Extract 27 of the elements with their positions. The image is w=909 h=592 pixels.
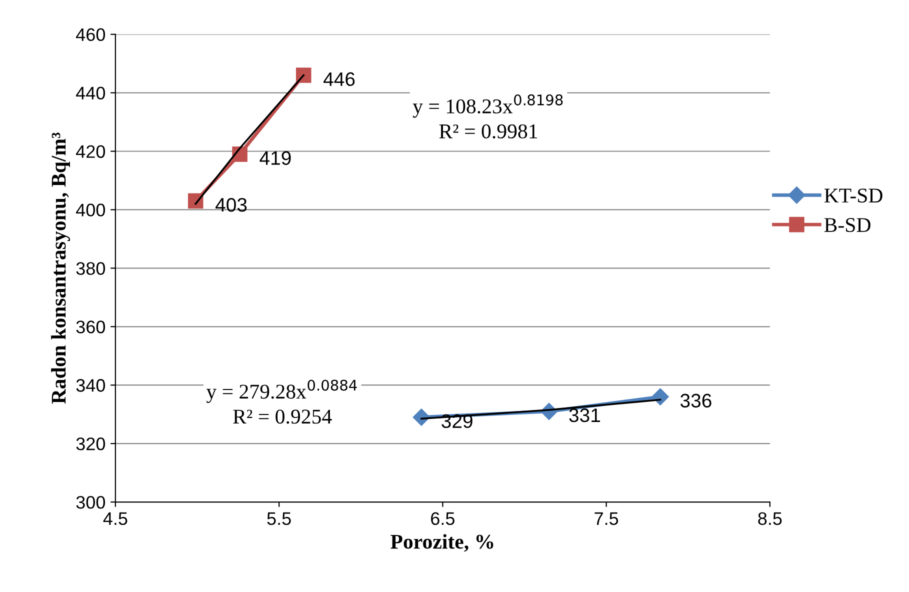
- data-label: 331: [569, 408, 600, 422]
- y-tick-label: 420: [76, 145, 106, 158]
- y-axis-title: Radon konsantrasyonu, Bq/m³: [51, 132, 70, 404]
- y-tick-label: 400: [76, 204, 106, 216]
- x-tick-label: 5.5: [267, 512, 291, 525]
- point: [652, 388, 669, 406]
- point: [296, 68, 312, 83]
- x-axis-title: Porozite, %: [390, 534, 494, 552]
- x-tick-label: 4.5: [103, 512, 128, 525]
- x-tick-label: 7.5: [594, 512, 618, 525]
- text: y = 279.28x$^{0.0884}$ R² = 0.9254: [206, 380, 357, 424]
- data-label: 403: [216, 198, 247, 212]
- y-tick-label: 320: [76, 437, 106, 450]
- data-label: 336: [680, 394, 712, 408]
- y-tick-label: 340: [76, 379, 106, 392]
- x-tick-label: 6.5: [431, 512, 454, 525]
- data-label: 419: [260, 151, 291, 165]
- y-tick-label: 300: [76, 496, 106, 509]
- legend-label: KT-SD: [824, 188, 882, 203]
- legend-label: B-SD: [824, 218, 870, 232]
- y-tick-label: 360: [76, 320, 106, 334]
- data-label: 446: [323, 72, 355, 86]
- y-tick-label: 460: [76, 28, 106, 42]
- x-tick-label: 8.5: [758, 512, 782, 525]
- y-tick-label: 440: [76, 86, 106, 100]
- y-tick-label: 380: [76, 262, 106, 275]
- text: y = 108.23x$^{0.8198}$ R² = 0.9981: [412, 94, 563, 138]
